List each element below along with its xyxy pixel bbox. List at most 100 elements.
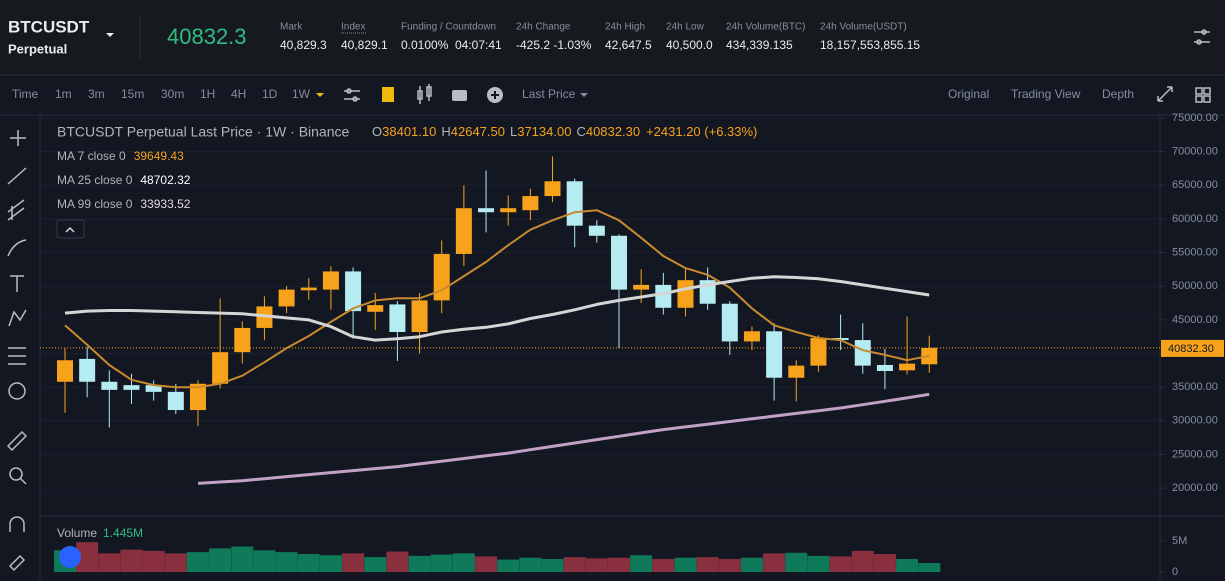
settings-icon[interactable]	[1194, 29, 1210, 45]
y-tick-label: 75000.00	[1172, 112, 1218, 124]
volume-bar	[76, 542, 99, 572]
volume-bar	[652, 558, 675, 572]
candle-body	[633, 284, 650, 290]
candle-body	[278, 289, 295, 307]
brush-tool[interactable]	[7, 239, 27, 257]
candle-body	[79, 358, 96, 382]
candle-body	[566, 181, 583, 226]
candle-body	[212, 352, 229, 384]
add-icon-plus	[491, 91, 499, 99]
ohlc-value: 38401.10	[382, 124, 436, 139]
ma-legend: MA 25 close 0 48702.32	[57, 173, 191, 187]
text-tool[interactable]	[10, 275, 24, 292]
candle-body	[455, 208, 472, 254]
interval[interactable]: 3m	[88, 87, 105, 101]
candle-body	[721, 303, 738, 342]
view-tab[interactable]: Depth	[1102, 87, 1134, 101]
ohlc-label: L	[510, 124, 517, 139]
ma-value: 39649.43	[134, 149, 184, 163]
candle-body	[854, 340, 871, 366]
magnet-tool[interactable]	[9, 516, 25, 532]
volume-bar	[807, 555, 830, 572]
line-tool[interactable]	[7, 167, 27, 185]
candle-body	[832, 338, 849, 341]
volume-bar	[585, 558, 608, 572]
y-tick-label: 70000.00	[1172, 146, 1218, 158]
interval[interactable]: Time	[12, 87, 39, 101]
stat-value: 40,829.3	[280, 38, 327, 52]
lock-tool[interactable]	[8, 554, 26, 572]
plot: 75000.00 70000.00 65000.00 60000.00 55000.00…	[40, 112, 1224, 578]
stat-label: 24h High	[605, 22, 645, 33]
template-icon[interactable]	[382, 87, 394, 102]
screenshot-icon[interactable]	[452, 90, 467, 101]
stats: Mark 40,829.3 Index 40,829.1 Funding / Count…	[280, 22, 920, 53]
interval[interactable]: 4H	[231, 87, 246, 101]
zoom-tool[interactable]	[9, 467, 23, 481]
volume-bar	[253, 550, 276, 572]
emoji-tool[interactable]	[8, 382, 26, 400]
candle-body	[588, 225, 605, 236]
crosshair-tool[interactable]	[10, 130, 26, 146]
pattern-tool[interactable]	[8, 309, 27, 327]
volume-bar	[519, 557, 542, 572]
y-tick-label: 25000.00	[1172, 448, 1218, 460]
channel-tool[interactable]	[7, 199, 25, 221]
volume-bar	[297, 554, 320, 572]
volume-bar	[342, 553, 365, 572]
dropdown-icon[interactable]	[106, 33, 114, 37]
ohlc-label: C	[576, 124, 585, 139]
volume-bar	[452, 553, 475, 572]
moving-average-line	[64, 209, 930, 389]
volume-bar	[120, 549, 143, 572]
candle-body	[899, 363, 916, 371]
interval[interactable]: 1H	[200, 87, 215, 101]
indicator-icon[interactable]	[344, 88, 360, 102]
candle-type-icon[interactable]	[417, 84, 432, 104]
y-tick-label: 60000.00	[1172, 213, 1218, 225]
volume-bar	[430, 554, 453, 572]
candle-body	[500, 208, 517, 213]
candle-body	[522, 196, 539, 211]
ruler-tool[interactable]	[6, 430, 28, 452]
fullscreen-icon[interactable]	[1157, 86, 1173, 102]
interval[interactable]: 1m	[55, 87, 72, 101]
dropdown-icon[interactable]	[580, 93, 588, 97]
stat-value: 04:07:41	[455, 38, 502, 52]
ohlc-value: 37134.00	[517, 124, 571, 139]
candle-body	[544, 181, 561, 197]
logo-badge	[59, 546, 81, 568]
ma-value: 33933.52	[140, 197, 190, 211]
candle-body	[810, 338, 827, 366]
volume-bar	[408, 555, 431, 572]
symbol[interactable]: BTCUSDT	[8, 17, 90, 36]
ohlc-label: H	[441, 124, 450, 139]
candle-body	[921, 347, 938, 365]
volume-value: 1.445M	[103, 526, 143, 540]
candle-body	[145, 385, 162, 392]
view-tab[interactable]: Trading View	[1011, 87, 1081, 101]
interval[interactable]: 1W	[292, 87, 311, 101]
stat-label: 24h Volume(BTC)	[726, 22, 805, 33]
collapse-button[interactable]	[56, 219, 85, 239]
interval[interactable]: 30m	[161, 87, 184, 101]
volume-bar	[829, 556, 852, 572]
candle-body	[57, 360, 73, 382]
interval[interactable]: 15m	[121, 87, 144, 101]
volume-bar	[674, 557, 697, 572]
price-type[interactable]: Last Price	[522, 87, 576, 101]
volume-bar	[718, 558, 741, 572]
current-price-box	[1161, 339, 1224, 357]
dropdown-icon[interactable]	[316, 93, 324, 97]
ohlc-value: 42647.50	[451, 124, 505, 139]
layout-icon[interactable]	[1195, 87, 1211, 103]
ma-value: 48702.32	[140, 173, 190, 187]
volume-bar	[763, 553, 786, 572]
volume-bar	[475, 556, 498, 572]
toolbar: Time 1m 3m 15m 30m 1H 4H 1D 1W Last Price Original…	[12, 84, 1211, 104]
interval[interactable]: 1D	[262, 87, 278, 101]
view-tab[interactable]: Original	[948, 87, 989, 101]
current-price-label: 40832.30	[1168, 343, 1214, 355]
volume-bar	[608, 557, 630, 572]
fib-tool[interactable]	[8, 347, 26, 365]
